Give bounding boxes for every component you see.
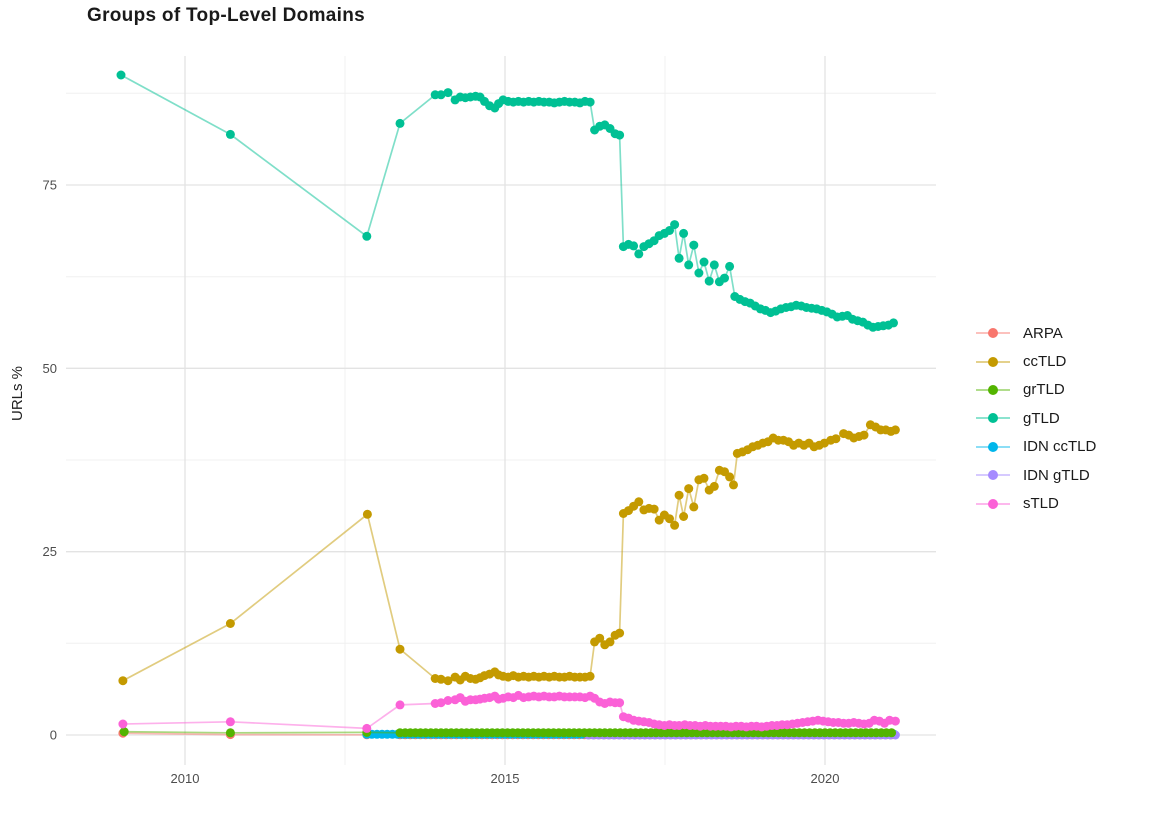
legend-item-gTLD: gTLD [976,404,1096,432]
legend-item-IDN-ccTLD: IDN ccTLD [976,433,1096,461]
legend-key-icon [976,356,1010,368]
series-grTLD [119,727,897,738]
series-gTLD [116,70,898,332]
axis-tick-labels: 0 25 50 75 2010 2015 2020 [43,178,840,787]
legend-key-icon [976,384,1010,396]
chart-legend: ARPA ccTLD grTLD gTLD IDN ccTLD IDN gTLD sTLD [976,319,1096,518]
y-tick-label: 75 [43,178,57,193]
chart-title: Groups of Top-Level Domains [87,5,365,26]
legend-item-grTLD: grTLD [976,376,1096,404]
legend-label: IDN gTLD [1023,466,1090,484]
x-tick-label: 2020 [811,771,840,786]
series-sTLD [118,690,900,733]
legend-label: ccTLD [1023,353,1067,371]
series-ccTLD [118,420,900,686]
legend-item-ccTLD: ccTLD [976,347,1096,375]
legend-item-ARPA: ARPA [976,319,1096,347]
legend-key-icon [976,469,1010,481]
legend-label: gTLD [1023,409,1060,427]
grid [66,56,936,765]
legend-label: IDN ccTLD [1023,438,1097,456]
legend-label: ARPA [1023,324,1063,342]
legend-key-icon [976,441,1010,453]
legend-key-icon [976,327,1010,339]
y-tick-label: 25 [43,544,57,559]
legend-label: sTLD [1023,495,1059,513]
x-tick-label: 2010 [171,771,200,786]
legend-item-sTLD: sTLD [976,489,1096,517]
legend-key-icon [976,412,1010,424]
y-tick-label: 0 [50,728,57,743]
legend-key-icon [976,498,1010,510]
legend-label: grTLD [1023,381,1065,399]
legend-item-IDN-gTLD: IDN gTLD [976,461,1096,489]
y-tick-label: 50 [43,361,57,376]
x-tick-label: 2015 [491,771,520,786]
